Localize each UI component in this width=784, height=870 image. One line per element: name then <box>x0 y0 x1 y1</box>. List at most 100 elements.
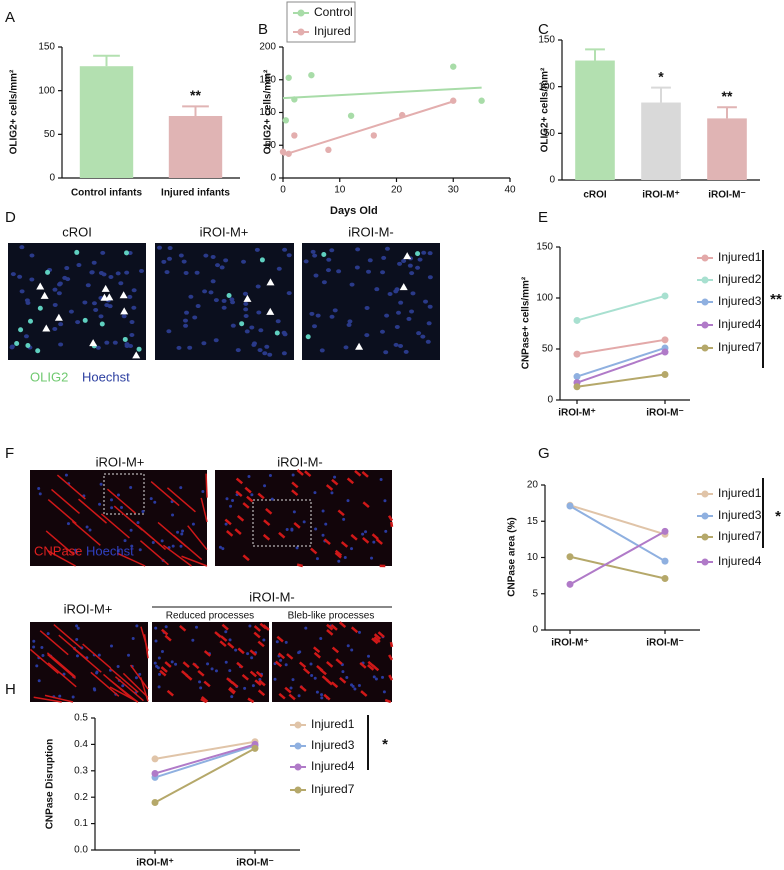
process <box>325 678 333 686</box>
legend-marker <box>294 763 302 771</box>
process <box>319 668 327 676</box>
process <box>340 541 349 548</box>
nucleus <box>139 268 145 273</box>
nucleus <box>343 555 347 559</box>
nucleus <box>321 280 327 285</box>
nucleus <box>76 626 80 630</box>
nucleus <box>350 547 354 551</box>
process <box>362 501 370 509</box>
nucleus <box>255 284 261 289</box>
nucleus <box>52 287 58 292</box>
nucleus <box>158 672 162 676</box>
nucleus <box>345 676 349 680</box>
nucleus <box>353 687 357 691</box>
legend-marker <box>701 558 709 566</box>
nucleus <box>310 249 316 254</box>
nucleus <box>273 677 277 681</box>
olig2-cell <box>14 341 20 347</box>
nucleus <box>134 676 138 680</box>
y-tick-label: 5 <box>532 588 538 599</box>
panel-letter: C <box>538 21 549 38</box>
point <box>573 383 581 391</box>
nucleus <box>420 334 426 339</box>
nucleus <box>75 320 81 325</box>
legend-marker <box>701 321 709 329</box>
x-tick-label: iROI-M⁻ <box>708 190 746 201</box>
series-line <box>569 504 666 536</box>
process <box>78 498 108 524</box>
nucleus <box>289 686 293 690</box>
y-tick-label: 100 <box>536 293 553 304</box>
point <box>661 292 669 300</box>
stain-label: Hoechst <box>82 369 130 384</box>
image-header: iROI-M+ <box>200 224 249 239</box>
nucleus <box>243 307 249 312</box>
nucleus <box>379 478 383 482</box>
nucleus <box>76 263 82 268</box>
nucleus <box>267 352 273 357</box>
process <box>371 533 379 541</box>
nucleus <box>68 309 74 314</box>
nucleus <box>224 630 228 634</box>
nucleus <box>131 305 137 310</box>
y-axis-label: OLIG2+ cells/mm² <box>9 69 20 154</box>
process <box>257 640 265 648</box>
nucleus <box>329 314 335 319</box>
nucleus <box>351 684 355 688</box>
nucleus <box>64 473 68 477</box>
stain-label: Hoechst <box>86 543 134 558</box>
nucleus <box>342 517 346 521</box>
process <box>166 487 196 513</box>
legend-label: Injured3 <box>718 294 762 308</box>
nucleus <box>382 690 386 694</box>
series-line <box>154 747 256 804</box>
nucleus <box>349 282 355 287</box>
micrograph <box>302 243 440 360</box>
process <box>367 664 375 671</box>
process <box>163 544 192 567</box>
nucleus <box>292 510 296 514</box>
nucleus <box>282 247 288 252</box>
process <box>109 667 139 693</box>
process <box>263 519 271 526</box>
process <box>159 669 167 677</box>
nucleus <box>258 328 264 333</box>
process <box>262 624 270 631</box>
process <box>326 623 334 631</box>
process <box>384 698 392 704</box>
nucleus <box>120 506 124 510</box>
y-tick-label: 0.5 <box>74 713 88 724</box>
nucleus <box>374 677 378 681</box>
nucleus <box>423 299 429 304</box>
nucleus <box>297 694 301 698</box>
bar <box>707 118 747 180</box>
legend-marker <box>297 28 305 36</box>
nucleus <box>395 310 401 315</box>
process <box>304 470 312 478</box>
point <box>282 117 290 124</box>
nucleus <box>92 687 96 691</box>
nucleus <box>98 270 104 275</box>
process <box>143 634 149 659</box>
legend-marker <box>294 742 302 750</box>
nucleus <box>99 482 103 486</box>
nucleus <box>370 556 374 560</box>
nucleus <box>93 307 99 312</box>
arrowhead <box>100 293 109 301</box>
nucleus <box>320 696 324 700</box>
legend-box <box>286 1 356 43</box>
process <box>331 646 340 654</box>
process <box>46 652 76 678</box>
point <box>251 744 259 752</box>
nucleus <box>121 684 125 688</box>
nucleus <box>151 540 155 544</box>
nucleus <box>257 348 263 353</box>
nucleus <box>95 670 99 674</box>
nucleus <box>183 323 189 328</box>
nucleus <box>202 289 208 294</box>
nucleus <box>115 271 121 276</box>
arrowhead <box>54 313 63 321</box>
series-line <box>576 338 666 356</box>
nucleus <box>52 326 58 331</box>
bar <box>168 115 223 178</box>
